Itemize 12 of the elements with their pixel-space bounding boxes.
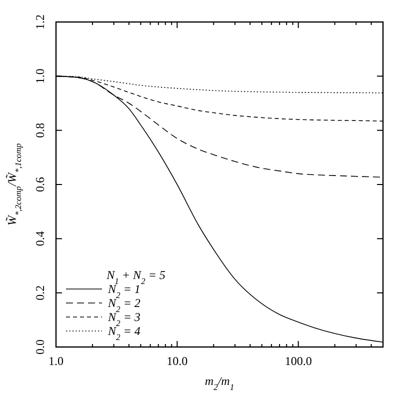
y-tick-label: 0.6 (33, 177, 47, 192)
y-tick-label: 0.8 (33, 122, 47, 138)
x-tick-label: 1.0 (48, 354, 64, 368)
y-tick-label: 0.0 (33, 340, 47, 354)
legend-title: N$_{1}$ + N$_{2}$ = 5 (106, 268, 166, 286)
y-tick-label: 1.2 (33, 14, 47, 30)
x-tick-label: 10.0 (166, 354, 188, 368)
y-tick-label: 1.0 (33, 68, 47, 84)
y-tick-label: 0.4 (33, 231, 47, 246)
x-axis-title: m$_{2}$/m$_{1}$ (204, 374, 234, 392)
y-tick-label: 0.2 (33, 285, 47, 300)
x-tick-label: 100.0 (284, 354, 312, 368)
